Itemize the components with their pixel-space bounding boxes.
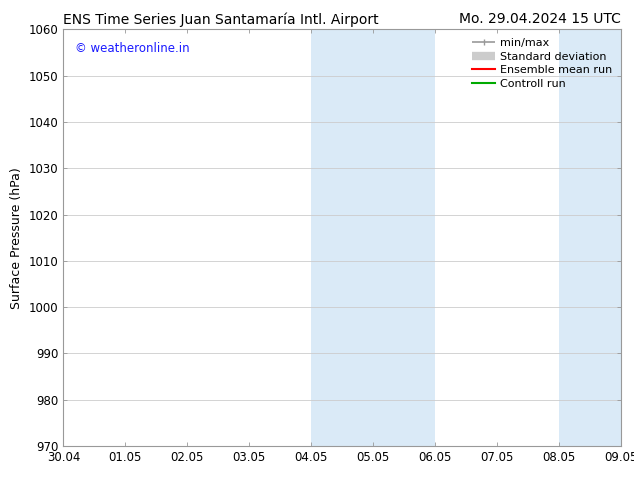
Text: Mo. 29.04.2024 15 UTC: Mo. 29.04.2024 15 UTC: [460, 12, 621, 26]
Bar: [311, 29, 342, 446]
Y-axis label: Surface Pressure (hPa): Surface Pressure (hPa): [10, 167, 23, 309]
Bar: [559, 29, 621, 446]
Text: © weatheronline.in: © weatheronline.in: [75, 42, 189, 55]
Bar: [342, 29, 436, 446]
Legend: min/max, Standard deviation, Ensemble mean run, Controll run: min/max, Standard deviation, Ensemble me…: [469, 35, 616, 92]
Text: ENS Time Series Juan Santamaría Intl. Airport: ENS Time Series Juan Santamaría Intl. Ai…: [63, 12, 379, 27]
